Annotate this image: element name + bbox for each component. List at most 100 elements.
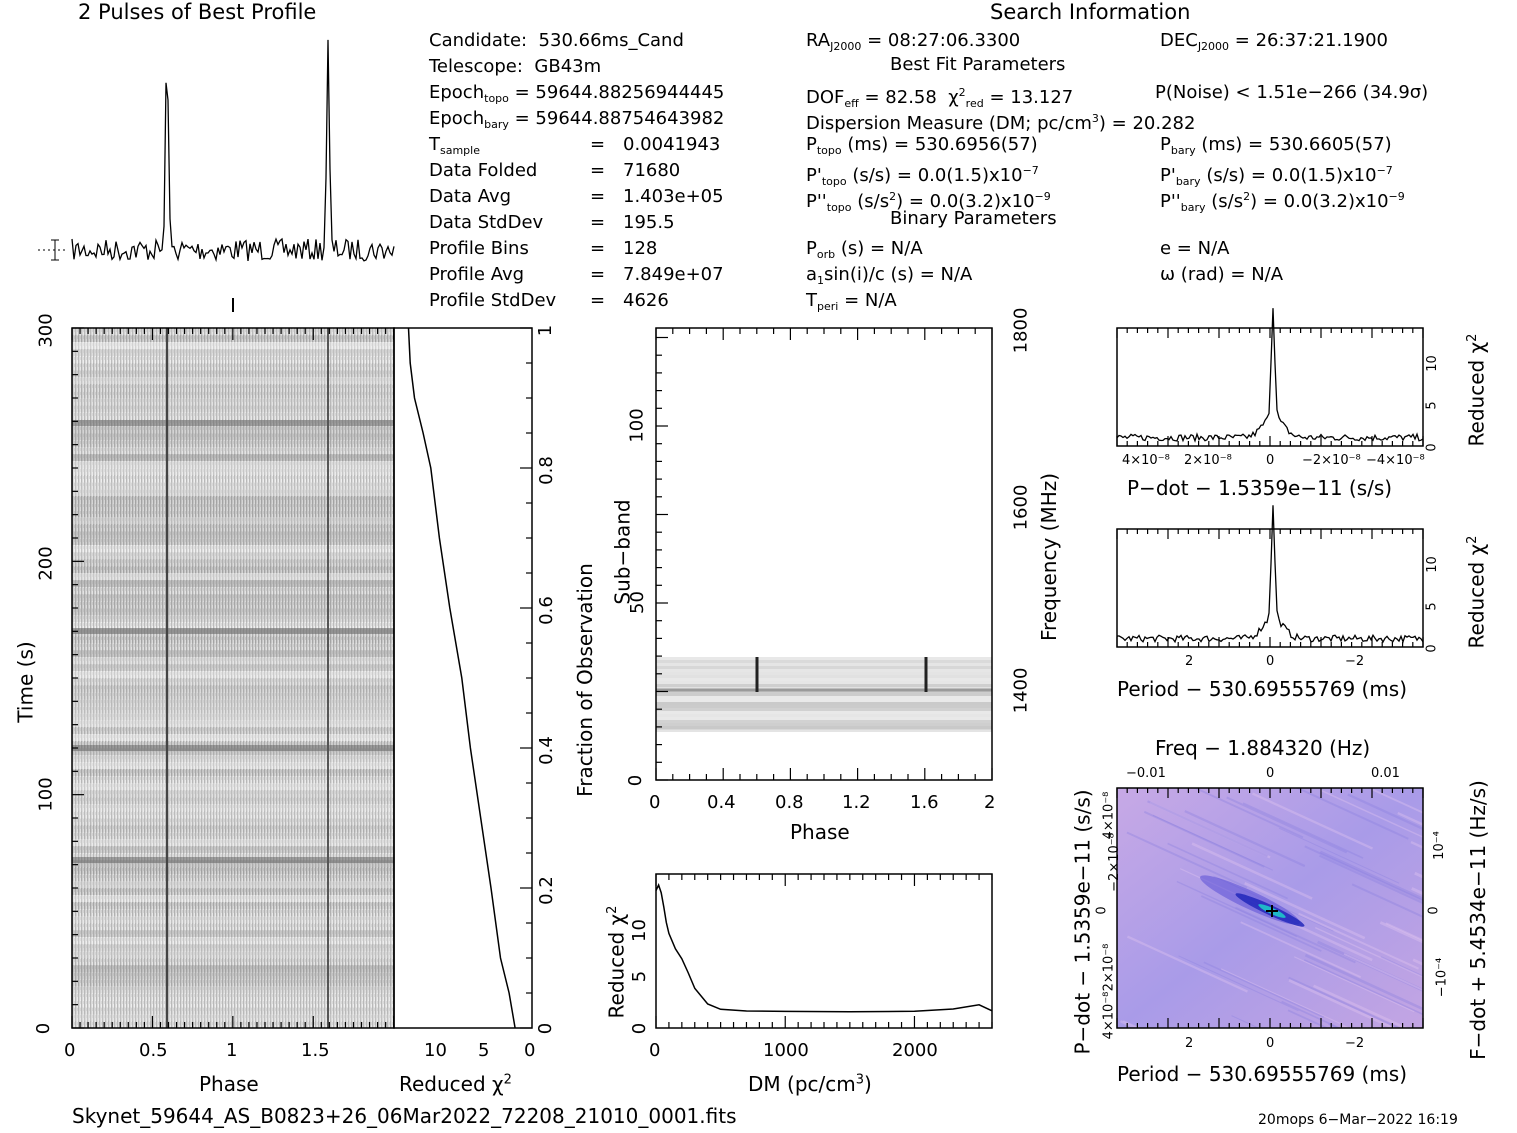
tick-label: −2×10⁻⁸: [1106, 833, 1122, 892]
time-phase-plot: [71, 298, 395, 1029]
time-band: [72, 818, 394, 825]
time-band: [72, 1007, 394, 1014]
time-band: [72, 405, 394, 412]
time-band-dark: [72, 857, 394, 863]
p-pdot-streak: [1167, 842, 1288, 900]
time-band: [72, 377, 394, 384]
subband-row: [656, 693, 992, 696]
p-pdot-streak: [1385, 922, 1423, 942]
p-pdot-streak: [1372, 788, 1423, 814]
info-data-folded: Data Folded: [429, 160, 538, 181]
time-band: [72, 454, 394, 461]
time-band: [72, 643, 394, 650]
tick-label: 2: [984, 792, 996, 813]
subband-row: [656, 681, 992, 684]
tick-label: 10: [424, 1040, 447, 1061]
time-band: [72, 650, 394, 657]
tick-label: 4×10⁻⁸: [1101, 991, 1117, 1040]
time-band: [72, 755, 394, 762]
pdot-axis-label: P−dot − 1.5359e−11 (s/s): [1127, 476, 1393, 500]
p-pdot-plot: [1116, 787, 1424, 1029]
tick-label: 0: [535, 1022, 557, 1035]
reduced-chi2-label: Reduced χ2: [399, 1072, 512, 1096]
p-pdot-streak: [1143, 810, 1265, 868]
tick-label: 300: [35, 313, 57, 348]
tick-label: 1: [226, 1040, 238, 1061]
subband-row: [656, 711, 992, 714]
p-pdot-streak: [1319, 854, 1423, 905]
tick-label: 0.2: [535, 876, 557, 905]
tick-label: 0: [629, 1022, 651, 1035]
pnoise: P(Noise) < 1.51e−266 (34.9σ): [1155, 82, 1429, 103]
p-pdot-streak: [1304, 953, 1423, 1011]
tick-label: 0.01: [1371, 766, 1400, 781]
p-pdot-streak: [1178, 955, 1299, 1012]
time-band: [72, 615, 394, 622]
p-pdot-streak: [1316, 940, 1423, 992]
eq: =: [590, 186, 606, 207]
subband-row: [656, 663, 992, 666]
p-pdot-streak: [1203, 961, 1325, 1018]
fraction-axis-label: Fraction of Observation: [572, 563, 597, 797]
tick-label: 1.6: [910, 792, 939, 813]
p-pdot-streak: [1281, 1000, 1342, 1028]
p-pdot-streak: [1244, 882, 1366, 940]
p-pdot-streak: [1226, 796, 1348, 854]
subband-row: [656, 723, 992, 726]
time-band: [72, 1000, 394, 1007]
time-band: [72, 587, 394, 594]
p-pdot-streak: [1126, 935, 1248, 993]
tick-label: 1: [535, 324, 557, 337]
time-band: [72, 902, 394, 909]
time-band: [72, 895, 394, 902]
time-band: [72, 776, 394, 783]
p-pdot-streak: [1380, 956, 1423, 978]
tick-label: 100: [35, 777, 57, 812]
time-band: [72, 881, 394, 888]
time-band: [72, 475, 394, 482]
time-band: [72, 468, 394, 475]
freq-axis-label: Freq − 1.884320 (Hz): [1155, 736, 1371, 760]
p-pdot-streak: [1287, 1009, 1329, 1028]
tick-label: 5: [629, 970, 651, 983]
time-band: [72, 888, 394, 895]
time-band: [72, 447, 394, 454]
time-band: [72, 930, 394, 937]
time-band: [72, 433, 394, 440]
p-pdot-streak: [1319, 850, 1423, 901]
eq: =: [590, 290, 606, 311]
time-band: [72, 958, 394, 965]
time-band: [72, 790, 394, 797]
subband-row: [656, 684, 992, 687]
val-data-stddev: 195.5: [623, 212, 675, 233]
subband-row: [656, 708, 992, 711]
tick-label: 0: [64, 1040, 76, 1061]
dm-line: [655, 882, 993, 1013]
p-pdot-streak: [1313, 984, 1409, 1028]
eq: =: [590, 212, 606, 233]
p-pdot-streak: [1411, 887, 1423, 896]
porb: Porb (s) = N/A: [806, 238, 923, 261]
subband-row: [656, 696, 992, 699]
time-band: [72, 412, 394, 419]
time-band: [72, 769, 394, 776]
tick-label: 2: [1185, 654, 1194, 669]
info-tsample: Tsample: [429, 134, 480, 157]
tick-label: 0: [625, 774, 647, 787]
time-band: [72, 846, 394, 853]
p-pdot-streak: [1343, 953, 1423, 992]
info-data-avg: Data Avg: [429, 186, 512, 207]
dof-label: DOFeff = 82.58 χ2red = 13.127: [806, 86, 1074, 110]
time-bands: [72, 328, 394, 1028]
profile-errorbar: [38, 239, 66, 261]
search-info-title: Search Information: [990, 0, 1191, 24]
info-data-stddev: Data StdDev: [429, 212, 544, 233]
omega: ω (rad) = N/A: [1160, 264, 1284, 285]
time-band: [72, 349, 394, 356]
time-band: [72, 559, 394, 566]
pdot-topo: P'topo (s/s) = 0.0(1.5)x10−7: [806, 164, 1039, 188]
filename-label: Skynet_59644_AS_B0823+26_06Mar2022_72208…: [72, 1104, 737, 1128]
time-band: [72, 391, 394, 398]
tick-label: 0.4: [535, 736, 557, 765]
val-tsample: 0.0041943: [623, 134, 721, 155]
